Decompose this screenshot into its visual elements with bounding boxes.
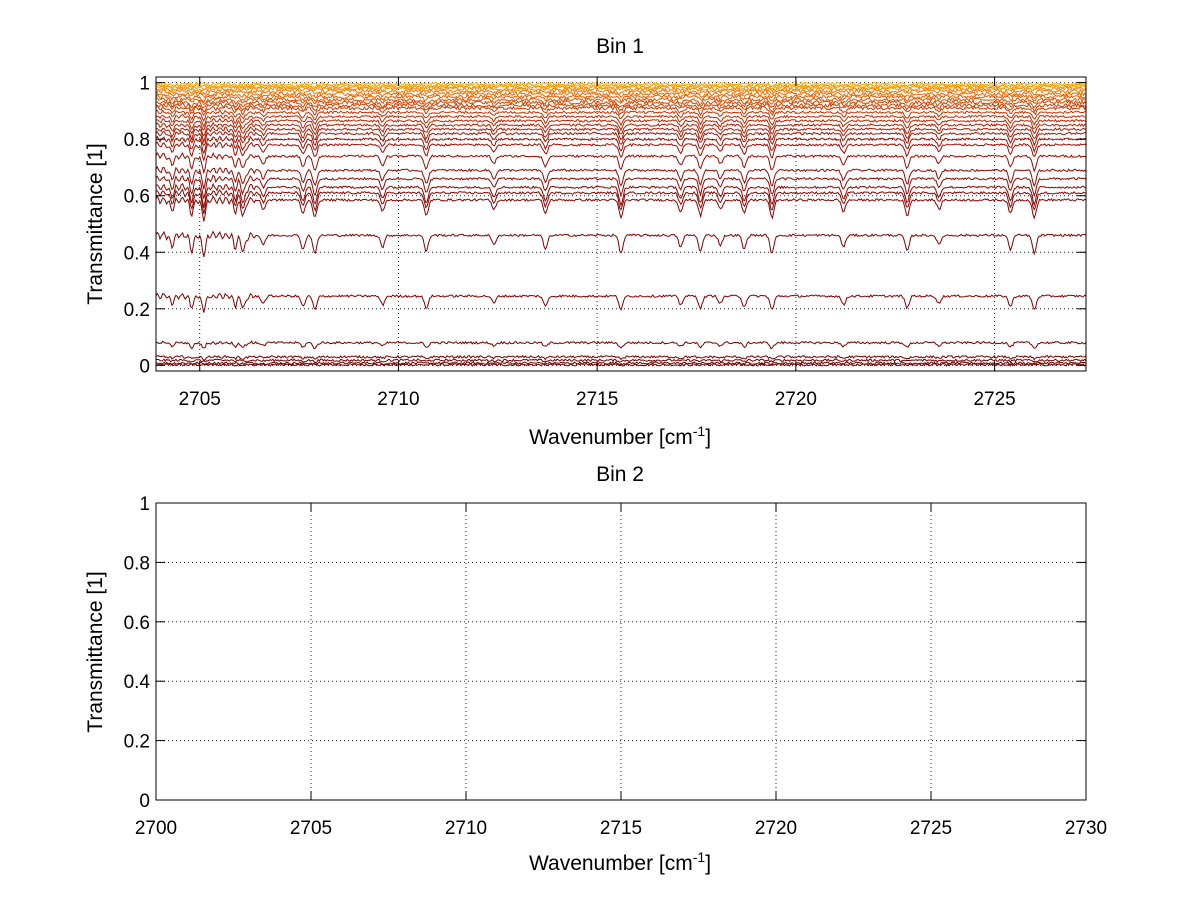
x-tick-label: 2725	[910, 818, 952, 839]
y-tick-label: 0.6	[124, 613, 150, 634]
y-tick-label: 0.8	[124, 130, 150, 151]
series-line	[156, 358, 1087, 364]
x-tick-label: 2700	[135, 818, 177, 839]
series-line	[155, 361, 1087, 366]
series-line	[155, 340, 1087, 350]
series-line	[155, 83, 1087, 91]
x-axis-label-suffix: ]	[705, 426, 711, 449]
series-line	[155, 165, 1087, 190]
series-line	[155, 93, 1087, 103]
series-line	[155, 292, 1087, 313]
series-line	[155, 109, 1087, 122]
series-line	[155, 195, 1086, 222]
y-tick-labels: 0 0.2 0.4 0.6 0.8 1	[124, 494, 151, 812]
tick-marks	[155, 502, 1087, 801]
series-line	[155, 85, 1087, 93]
bin-2-chart: Bin 2 2700 2705 2710 2715 2720 2725 2730 00.20…	[84, 463, 1107, 875]
x-tick-label: 2730	[1065, 818, 1107, 839]
tick-marks	[156, 77, 1086, 371]
y-axis-label: Transmittance [1]	[84, 143, 107, 304]
y-tick-label: 0.4	[124, 243, 151, 264]
x-tick-label: 2710	[445, 818, 487, 839]
x-tick-label: 2705	[179, 389, 221, 410]
y-tick-label: 1	[139, 74, 150, 95]
y-tick-label: 0.2	[124, 732, 150, 753]
y-tick-label: 0	[139, 791, 150, 812]
y-tick-label: 0	[139, 356, 150, 377]
series-line	[155, 96, 1087, 106]
x-axis-label: Wavenumber [cm-1]	[529, 423, 711, 449]
series-line	[155, 113, 1087, 128]
series-line	[155, 104, 1087, 117]
x-axis-label: Wavenumber [cm-1]	[529, 849, 711, 875]
series-line	[155, 141, 1087, 162]
series-line	[155, 99, 1087, 109]
series-line	[155, 81, 1087, 88]
x-tick-label: 2715	[576, 389, 618, 410]
series-line	[155, 126, 1087, 144]
y-tick-label: 0.2	[124, 300, 150, 321]
series-line	[155, 354, 1087, 362]
y-tick-label: 1	[139, 494, 150, 515]
series-line	[155, 102, 1087, 114]
series-line	[155, 174, 1087, 199]
bin-1-chart: Bin 1 2705 2710 2715 2720 2725 0 0.2 0.4 0.6 0.8…	[84, 35, 1087, 449]
x-tick-label: 2705	[290, 818, 332, 839]
chart-title: Bin 2	[596, 463, 644, 486]
x-tick-label: 2710	[377, 389, 419, 410]
series-line	[155, 135, 1087, 155]
series-line	[155, 151, 1087, 175]
series-line	[155, 130, 1087, 147]
series-line	[155, 117, 1087, 132]
series-line	[155, 188, 1087, 215]
x-axis-label-text: Wavenumber [cm	[529, 426, 693, 449]
x-axis-label-superscript: -1	[693, 849, 706, 865]
plot-frame	[155, 76, 1087, 372]
chart-title: Bin 1	[596, 35, 644, 58]
series-line	[155, 121, 1087, 137]
series-line	[155, 362, 1086, 367]
y-tick-labels: 0 0.2 0.4 0.6 0.8 1	[124, 74, 151, 378]
x-tick-label: 2725	[973, 389, 1015, 410]
x-tick-label: 2720	[775, 389, 817, 410]
data-series	[155, 81, 1087, 367]
series-line	[155, 230, 1087, 258]
x-tick-label: 2720	[755, 818, 797, 839]
x-tick-label: 2715	[600, 818, 642, 839]
x-axis-label-superscript: -1	[693, 423, 706, 439]
x-tick-labels: 2705 2710 2715 2720 2725	[179, 389, 1016, 410]
x-axis-label-suffix: ]	[705, 852, 711, 875]
x-tick-labels: 2700 2705 2710 2715 2720 2725 2730	[135, 818, 1107, 839]
series-line	[155, 91, 1087, 100]
x-axis-label-text: Wavenumber [cm	[529, 852, 693, 875]
y-axis-label: Transmittance [1]	[84, 571, 107, 732]
series-line	[155, 182, 1087, 209]
y-tick-label: 0.4	[124, 672, 151, 693]
y-tick-label: 0.6	[124, 187, 150, 208]
y-tick-label: 0.8	[124, 553, 150, 574]
